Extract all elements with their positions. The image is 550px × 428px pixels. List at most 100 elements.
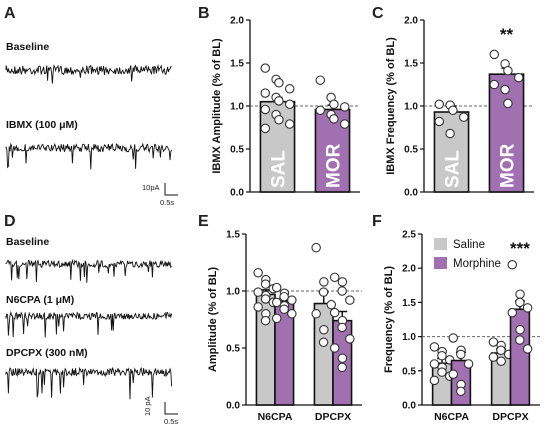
- chart-ibmx-amplitude: IBMX Amplitude (% of BL) 0.0 0.5 1.0 1.5 2.0 S…: [211, 16, 360, 199]
- scale-x-label-a: 0.5s: [160, 198, 174, 207]
- data-point: [260, 63, 271, 73]
- bar-label: MOR: [498, 143, 519, 188]
- data-point: [260, 123, 271, 134]
- data-point: [488, 337, 499, 347]
- saline-legend-label: Saline: [453, 239, 485, 251]
- data-point: [329, 114, 339, 124]
- y-tick-label: 1.5: [402, 298, 416, 309]
- data-point: [448, 369, 459, 379]
- y-tick-label: 0.0: [404, 188, 418, 199]
- panel-letter-e: E: [198, 213, 209, 230]
- data-point: [287, 309, 297, 319]
- y-tick-label: 0.5: [230, 145, 244, 156]
- data-point: [271, 313, 282, 324]
- scale-x-label-d: 0.5s: [164, 417, 178, 426]
- saline-bar-dpcpx: [313, 302, 334, 406]
- data-point: [496, 345, 506, 356]
- y-axis-label: IBMX Amplitude (% of BL): [211, 38, 223, 174]
- data-point: [253, 302, 263, 312]
- x-category-label: DPCPX: [315, 411, 351, 423]
- data-point: [434, 99, 445, 110]
- y-tick-label: 1.5: [226, 230, 240, 241]
- data-point: [507, 307, 518, 318]
- data-point: [507, 260, 518, 270]
- data-point: [339, 119, 350, 129]
- data-point: [315, 105, 326, 116]
- current-trace-n6cpa: [5, 310, 173, 338]
- data-point: [274, 115, 284, 125]
- y-tick-label: 1.5: [230, 59, 244, 70]
- y-tick-label: 1.0: [226, 287, 240, 298]
- data-point: [311, 309, 321, 319]
- data-point: [488, 352, 499, 362]
- current-trace-baseline-d: [5, 258, 172, 283]
- y-tick-label: 2.0: [404, 16, 418, 27]
- data-point: [279, 291, 289, 302]
- data-point: [329, 343, 340, 353]
- y-tick-label: 0.5: [404, 145, 418, 156]
- y-tick-label: 0.5: [402, 366, 416, 377]
- trace-label-n6cpa: N6CPA (1 μM): [6, 294, 74, 306]
- x-category-label: DPCPX: [492, 411, 528, 423]
- data-point: [337, 353, 348, 364]
- data-point: [260, 315, 271, 326]
- data-point: [337, 322, 347, 333]
- data-point: [456, 386, 466, 397]
- panel-letter-b: B: [198, 5, 210, 22]
- panel-a: A Baseline IBMX (100 μM) 10pA 0.5s: [4, 5, 178, 207]
- data-point: [345, 295, 355, 305]
- y-tick-label: 0.0: [226, 401, 240, 412]
- data-point: [434, 116, 445, 127]
- trace-label-baseline-a: Baseline: [6, 41, 49, 53]
- panel-letter-d: D: [4, 213, 16, 230]
- data-point: [437, 367, 447, 377]
- trace-label-baseline-d: Baseline: [6, 236, 49, 248]
- data-point: [463, 359, 474, 369]
- scale-y-label-d: 10 pA: [143, 396, 152, 416]
- y-tick-label: 0.5: [226, 344, 240, 355]
- y-tick-label: 2.0: [230, 16, 244, 27]
- data-point: [318, 337, 329, 348]
- significance-marker: **: [500, 25, 514, 44]
- significance-marker: ***: [510, 239, 530, 258]
- data-point: [329, 99, 339, 110]
- data-point: [515, 289, 525, 299]
- data-point: [522, 303, 533, 313]
- data-point: [260, 88, 271, 98]
- y-tick-label: 2.5: [402, 230, 416, 241]
- data-point: [274, 96, 284, 106]
- chart-frequency: Frequency (% of BL) 0.0 0.5 1.0 1.5 2.0 2.5 N6C…: [383, 230, 540, 423]
- bar-label: SAL: [269, 150, 290, 188]
- data-point: [260, 104, 271, 115]
- data-point: [503, 65, 513, 76]
- data-point: [319, 325, 329, 335]
- data-point: [515, 325, 525, 335]
- data-point: [253, 268, 263, 278]
- data-point: [260, 294, 271, 304]
- y-axis-label: Frequency (% of BL): [383, 266, 395, 373]
- y-tick-label: 1.0: [230, 102, 244, 113]
- data-point: [319, 277, 329, 287]
- y-tick-label: 0.0: [402, 401, 416, 412]
- data-point: [284, 99, 295, 110]
- x-category-label: N6CPA: [258, 411, 293, 423]
- y-tick-label: 2.0: [402, 264, 416, 275]
- data-point: [500, 84, 510, 95]
- data-point: [337, 277, 348, 287]
- data-point: [515, 297, 525, 308]
- morphine-bar-dpcpx: [509, 308, 531, 406]
- data-point: [456, 349, 466, 360]
- data-point: [496, 356, 506, 366]
- data-point: [326, 299, 337, 310]
- data-point: [287, 295, 297, 305]
- bar-label: MOR: [324, 143, 345, 188]
- data-point: [279, 304, 289, 314]
- current-trace-baseline-a: [5, 64, 172, 84]
- data-point: [271, 282, 282, 293]
- data-point: [513, 72, 524, 83]
- data-point: [429, 359, 440, 369]
- data-point: [318, 287, 329, 297]
- data-point: [329, 272, 340, 283]
- data-point: [448, 105, 458, 116]
